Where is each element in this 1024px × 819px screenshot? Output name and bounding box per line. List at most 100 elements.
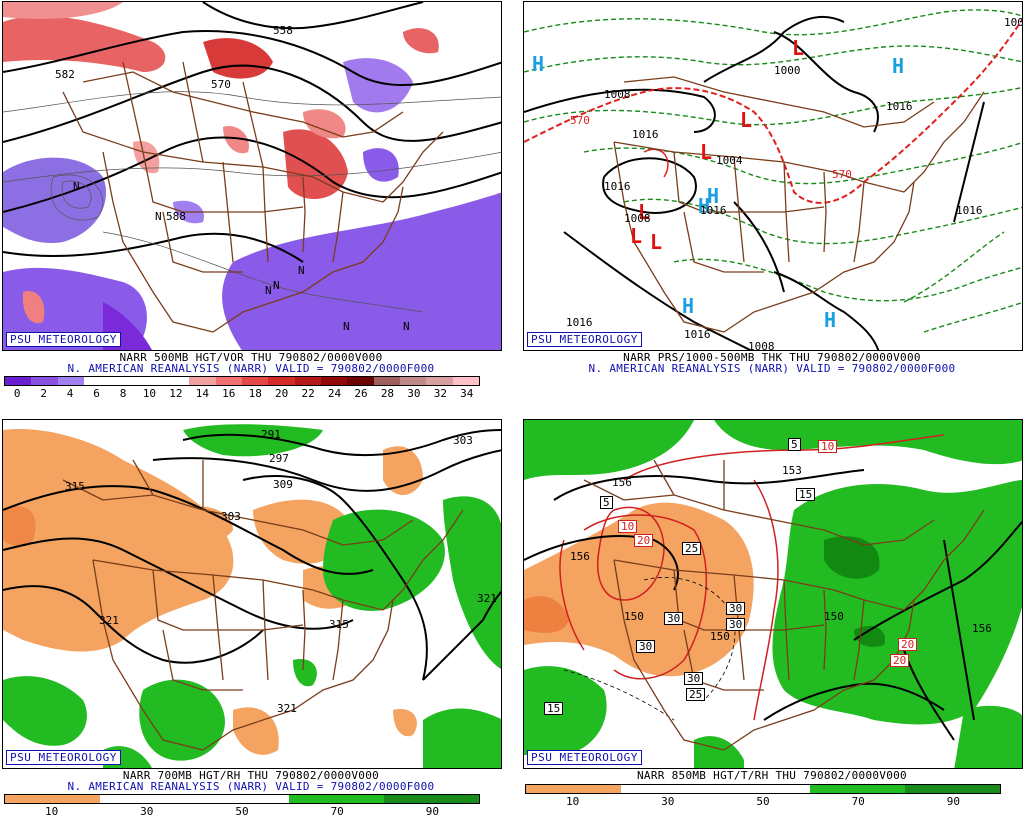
contour-label: 156 [972, 622, 992, 635]
isobar-label: 1016 [632, 128, 659, 141]
low-pressure-marker: L [792, 36, 805, 60]
colorbar-segment [289, 795, 385, 803]
colorbar-segment [162, 377, 190, 385]
thickness-label: 570 [832, 168, 852, 181]
contour-label: 291 [261, 428, 281, 441]
colorbar-tick-label: 90 [946, 795, 961, 808]
colorbar-segment [526, 785, 621, 793]
isobar-label: 1016 [566, 316, 593, 329]
colorbar-tick-label: 26 [354, 387, 368, 400]
colorbar-tick-label: 30 [140, 805, 154, 818]
colorbar-ticks: 0 2 4 6 8 10 12 14 16 18 20 22 24 26 28 30 32 34 [4, 387, 480, 400]
vort-marker: N [298, 264, 305, 277]
contour-label: 303 [221, 510, 241, 523]
isobar-label: 1016 [604, 180, 631, 193]
colorbar-tick-label: 20 [275, 387, 289, 400]
colorbar-tick-label: 50 [235, 805, 249, 818]
colorbar-segment [136, 377, 163, 385]
contour-label: 582 [55, 68, 75, 81]
colorbar-segment [810, 785, 906, 793]
contour-label: 558 [273, 24, 293, 37]
contour-label: 156 [612, 476, 632, 489]
credit-label: PSU METEOROLOGY [527, 332, 642, 347]
contour-label: 150 [710, 630, 730, 643]
high-pressure-marker: H [698, 194, 711, 218]
map-pressure-graphic [524, 9, 1022, 350]
temp-label: 20 [898, 638, 918, 651]
colorbar-segment [5, 795, 100, 803]
isobar-label: 1016 [886, 100, 913, 113]
colorbar-segment [194, 795, 290, 803]
panel-500mb: PSU METEOROLOGY 558 582 570 588 N N N N … [1, 0, 502, 400]
temp-label: 30 [726, 618, 746, 631]
colorbar-tick-label: 70 [330, 805, 344, 818]
colorbar-tick-label: 10 [142, 387, 157, 400]
temp-label: 5 [788, 438, 801, 451]
panel-subtitle: N. AMERICAN REANALYSIS (NARR) VALID = 79… [67, 362, 435, 375]
temp-label: 25 [686, 688, 706, 701]
colorbar-tick-label: 50 [756, 795, 770, 808]
map-700mb: PSU METEOROLOGY 297 315 309 303 321 315 … [2, 419, 502, 769]
colorbar-segment [57, 377, 84, 385]
colorbar-segment [347, 377, 374, 385]
panel-850mb: PSU METEOROLOGY 156 150 150 156 150 156 … [522, 418, 1023, 818]
vort-marker: N [403, 320, 410, 333]
colorbar [525, 784, 1001, 794]
colorbar-segment [268, 377, 295, 385]
low-pressure-marker: L [740, 108, 753, 132]
colorbar-segment [384, 795, 479, 803]
colorbar-segment [905, 785, 1000, 793]
colorbar-segment [189, 377, 216, 385]
contour-label: 315 [329, 618, 349, 631]
colorbar-segment [294, 377, 321, 385]
low-pressure-marker: L [700, 140, 713, 164]
panel-subtitle: N. AMERICAN REANALYSIS (NARR) VALID = 79… [67, 780, 435, 793]
colorbar-tick-label: 2 [40, 387, 47, 400]
temp-label: 30 [726, 602, 746, 615]
colorbar-segment [399, 377, 427, 385]
colorbar-tick-label: 30 [407, 387, 421, 400]
temp-label: 20 [634, 534, 654, 547]
colorbar-tick-label: 70 [851, 795, 865, 808]
colorbar-ticks: 10 30 50 70 90 [525, 795, 1001, 808]
isobar-label: 1000 [774, 64, 801, 77]
colorbar-tick-label: 90 [425, 805, 440, 818]
map-850mb-graphic [524, 420, 1022, 768]
colorbar-segment [110, 377, 137, 385]
colorbar-segment [426, 377, 453, 385]
low-pressure-marker: L [630, 224, 643, 248]
vort-marker: N [73, 180, 80, 193]
contour-label: 321 [277, 702, 297, 715]
vort-marker: N [265, 284, 272, 297]
colorbar-segment [5, 377, 32, 385]
panel-title: NARR 500MB HGT/VOR THU 790802/0000V000 [119, 351, 383, 364]
map-500mb-graphic [3, 2, 501, 350]
isobar-label: 1008 [624, 212, 651, 225]
panel-title: NARR 850MB HGT/T/RH THU 790802/0000V000 [637, 769, 907, 782]
temp-label: 15 [796, 488, 816, 501]
high-pressure-marker: H [707, 184, 720, 208]
colorbar-tick-label: 12 [169, 387, 183, 400]
colorbar-tick-label: 18 [248, 387, 262, 400]
temp-label: 10 [618, 520, 638, 533]
colorbar-segment [99, 795, 195, 803]
temp-label: 10 [818, 440, 838, 453]
colorbar-tick-label: 30 [661, 795, 675, 808]
colorbar-tick-label: 10 [44, 805, 59, 818]
contour-label: 321 [99, 614, 119, 627]
credit-label: PSU METEOROLOGY [6, 750, 121, 765]
colorbar-tick-label: 32 [433, 387, 447, 400]
isobar-label: 1004 [1004, 16, 1022, 29]
panel-pressure-thickness: PSU METEOROLOGY L L L L L L H H H H H H … [522, 0, 1023, 400]
credit-label: PSU METEOROLOGY [6, 332, 121, 347]
colorbar-tick-label: 24 [327, 387, 342, 400]
colorbar-tick-label: 0 [13, 387, 21, 400]
colorbar-tick-label: 8 [119, 387, 127, 400]
contour-label: 570 [211, 78, 231, 91]
thickness-label: 570 [570, 114, 590, 127]
credit-label: PSU METEOROLOGY [527, 750, 642, 765]
panel-title: NARR 700MB HGT/RH THU 790802/0000V000 [122, 769, 380, 782]
colorbar-tick-label: 22 [301, 387, 315, 400]
contour-label: 588 [166, 210, 186, 223]
colorbar-segment [31, 377, 58, 385]
